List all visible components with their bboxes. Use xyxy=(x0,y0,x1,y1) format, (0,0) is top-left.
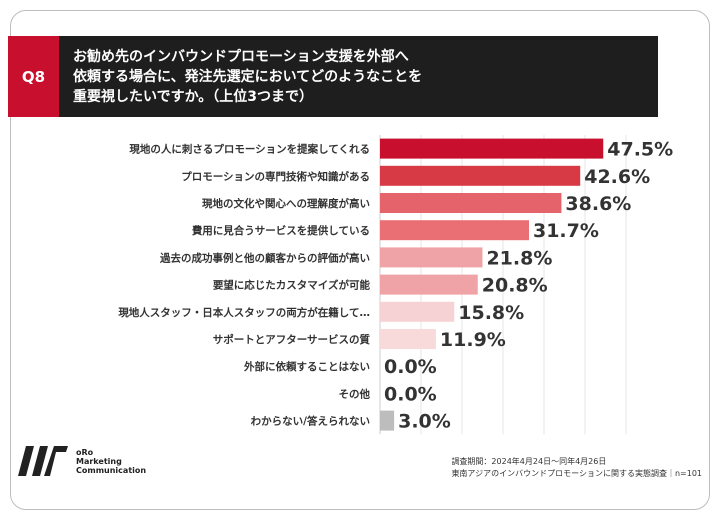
value-label: 20.8% xyxy=(482,275,548,297)
category-label: 過去の成功事例と他の顧客からの評価が高い xyxy=(159,251,370,264)
category-label: その他 xyxy=(339,387,371,400)
bar xyxy=(380,329,436,349)
category-label: 現地の文化や関心への理解度が高い xyxy=(202,197,370,210)
value-label: 42.6% xyxy=(584,166,650,188)
question-header: Q8 お勧め先のインバウンドプロモーション支援を外部へ 依頼する場合に、発注先選… xyxy=(8,36,658,117)
survey-description: 東南アジアのインバウンドプロモーションに関する実態調査｜n=101 xyxy=(451,469,702,478)
category-label: 現地人スタッフ・日本人スタッフの両方が在籍して… xyxy=(118,306,370,319)
value-label: 21.8% xyxy=(486,247,552,269)
bar xyxy=(380,193,562,213)
question-title: お勧め先のインバウンドプロモーション支援を外部へ 依頼する場合に、発注先選定にお… xyxy=(73,48,423,105)
logo-text: oRo Marketing Communication xyxy=(76,447,147,475)
value-label: 31.7% xyxy=(533,220,599,242)
bar xyxy=(380,410,395,431)
company-logo: oRo Marketing Communication xyxy=(18,444,146,478)
bar xyxy=(380,274,478,295)
category-label: サポートとアフターサービスの質 xyxy=(213,333,371,346)
bar xyxy=(380,247,483,268)
category-label: 費用に見合うサービスを提供している xyxy=(192,224,370,237)
value-label: 3.0% xyxy=(398,411,451,433)
value-label: 38.6% xyxy=(565,193,631,215)
question-title-box: お勧め先のインバウンドプロモーション支援を外部へ 依頼する場合に、発注先選定にお… xyxy=(59,36,658,117)
question-number: Q8 xyxy=(8,36,59,117)
bar xyxy=(380,165,581,186)
value-label: 11.9% xyxy=(440,329,506,351)
bar xyxy=(380,138,604,159)
bar xyxy=(380,301,455,322)
category-label: 要望に応じたカスタマイズが可能 xyxy=(213,279,371,292)
value-label: 0.0% xyxy=(384,383,437,405)
value-label: 47.5% xyxy=(607,139,673,161)
value-label: 15.8% xyxy=(458,302,524,324)
logo-mark-icon xyxy=(18,446,68,476)
survey-footnote: 調査期間：2024年4月24日〜同年4月26日 東南アジアのインバウンドプロモー… xyxy=(451,456,702,480)
survey-period: 調査期間：2024年4月24日〜同年4月26日 xyxy=(451,457,607,466)
category-label: 外部に依頼することはない xyxy=(243,360,370,373)
value-label: 0.0% xyxy=(384,356,437,378)
category-label: わからない/答えられない xyxy=(251,415,370,428)
category-label: プロモーションの専門技術や知識がある xyxy=(181,170,370,183)
category-label: 現地の人に刺さるプロモーションを提案してくれる xyxy=(129,143,370,156)
bar xyxy=(380,220,529,241)
